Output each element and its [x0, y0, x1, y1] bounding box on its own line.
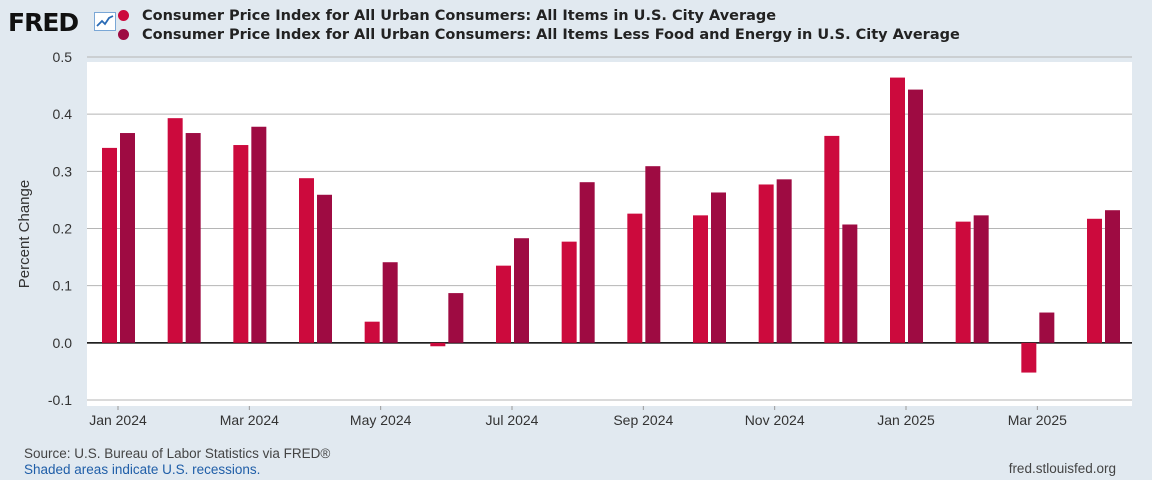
bar-all-items-2024-10[interactable]	[693, 215, 708, 343]
trend-line-icon	[94, 12, 116, 31]
x-axis-ticks: Jan 2024 Mar 2024 May 2024 Jul 2024 Sep 2024…	[89, 406, 1067, 428]
bar-core-2024-03[interactable]	[251, 126, 267, 343]
fred-logo[interactable]: FRED	[8, 8, 79, 37]
y-axis-ticks: 0.5 0.4 0.3 0.2 0.1 0.0 -0.1	[48, 49, 72, 408]
legend-dot-all-items	[118, 10, 129, 21]
bar-core-2025-04[interactable]	[1105, 210, 1120, 343]
bar-all-items-2024-05[interactable]	[364, 321, 380, 343]
bar-core-2024-07[interactable]	[514, 238, 529, 343]
source-note: Source: U.S. Bureau of Labor Statistics …	[24, 446, 331, 461]
recession-note-link[interactable]: Shaded areas indicate U.S. recessions.	[24, 462, 261, 477]
bar-core-2024-08[interactable]	[579, 182, 595, 343]
bar-all-items-2024-03[interactable]	[233, 145, 249, 343]
bar-all-items-2025-01[interactable]	[890, 77, 905, 343]
site-url[interactable]: fred.stlouisfed.org	[1008, 461, 1116, 476]
legend-label-all-items: Consumer Price Index for All Urban Consu…	[142, 7, 777, 24]
bar-all-items-2025-04[interactable]	[1087, 218, 1102, 343]
legend-item-core[interactable]: Consumer Price Index for All Urban Consu…	[118, 25, 960, 44]
y-tick-label: 0.4	[53, 106, 73, 122]
legend-dot-core	[118, 29, 129, 40]
x-tick-label: Jan 2025	[877, 412, 935, 428]
x-tick-label: Jan 2024	[89, 412, 147, 428]
bar-core-2025-01[interactable]	[908, 89, 923, 343]
y-tick-label: 0.3	[53, 163, 73, 179]
bars	[102, 77, 1120, 373]
bar-all-items-2024-12[interactable]	[824, 135, 840, 343]
x-tick-label: Jul 2024	[486, 412, 539, 428]
bar-all-items-2024-06[interactable]	[430, 342, 446, 347]
y-tick-label: 0.5	[53, 49, 73, 65]
bar-all-items-2025-03[interactable]	[1021, 342, 1037, 373]
bar-core-2025-02[interactable]	[973, 215, 989, 343]
legend-label-core: Consumer Price Index for All Urban Consu…	[142, 26, 960, 43]
footer-notes: Source: U.S. Bureau of Labor Statistics …	[24, 446, 330, 478]
bar-all-items-2024-01[interactable]	[102, 147, 117, 343]
bar-core-2024-12[interactable]	[842, 224, 858, 343]
bar-chart: 0.5 0.4 0.3 0.2 0.1 0.0 -0.1 Jan 2024 Mar 2024 M…	[16, 49, 1132, 428]
bar-all-items-2024-07[interactable]	[496, 265, 511, 343]
bar-all-items-2025-02[interactable]	[955, 221, 971, 343]
bar-core-2024-09[interactable]	[645, 166, 661, 343]
bar-all-items-2024-09[interactable]	[627, 213, 643, 343]
x-tick-label: Nov 2024	[745, 412, 805, 428]
bar-core-2024-11[interactable]	[776, 179, 792, 343]
bar-all-items-2024-08[interactable]	[561, 241, 577, 343]
bar-core-2024-05[interactable]	[382, 262, 398, 343]
bar-core-2024-10[interactable]	[711, 192, 726, 343]
y-tick-label: 0.0	[53, 335, 73, 351]
chart-legend: Consumer Price Index for All Urban Consu…	[118, 6, 960, 44]
x-tick-label: Mar 2025	[1008, 412, 1067, 428]
bar-all-items-2024-11[interactable]	[758, 184, 774, 343]
bar-core-2024-04[interactable]	[317, 194, 332, 343]
bar-core-2025-03[interactable]	[1039, 312, 1055, 343]
bar-core-2024-02[interactable]	[185, 133, 201, 343]
y-tick-label: 0.2	[53, 221, 73, 237]
bar-core-2024-06[interactable]	[448, 293, 464, 343]
y-axis-label: Percent Change	[16, 180, 33, 288]
x-tick-label: Sep 2024	[613, 412, 673, 428]
bar-all-items-2024-04[interactable]	[299, 178, 314, 343]
bar-core-2024-01[interactable]	[120, 133, 135, 343]
x-tick-label: Mar 2024	[220, 412, 279, 428]
legend-item-all-items[interactable]: Consumer Price Index for All Urban Consu…	[118, 6, 960, 25]
y-tick-label: 0.1	[53, 278, 73, 294]
bar-all-items-2024-02[interactable]	[167, 118, 183, 343]
y-tick-label: -0.1	[48, 392, 72, 408]
x-tick-label: May 2024	[350, 412, 412, 428]
